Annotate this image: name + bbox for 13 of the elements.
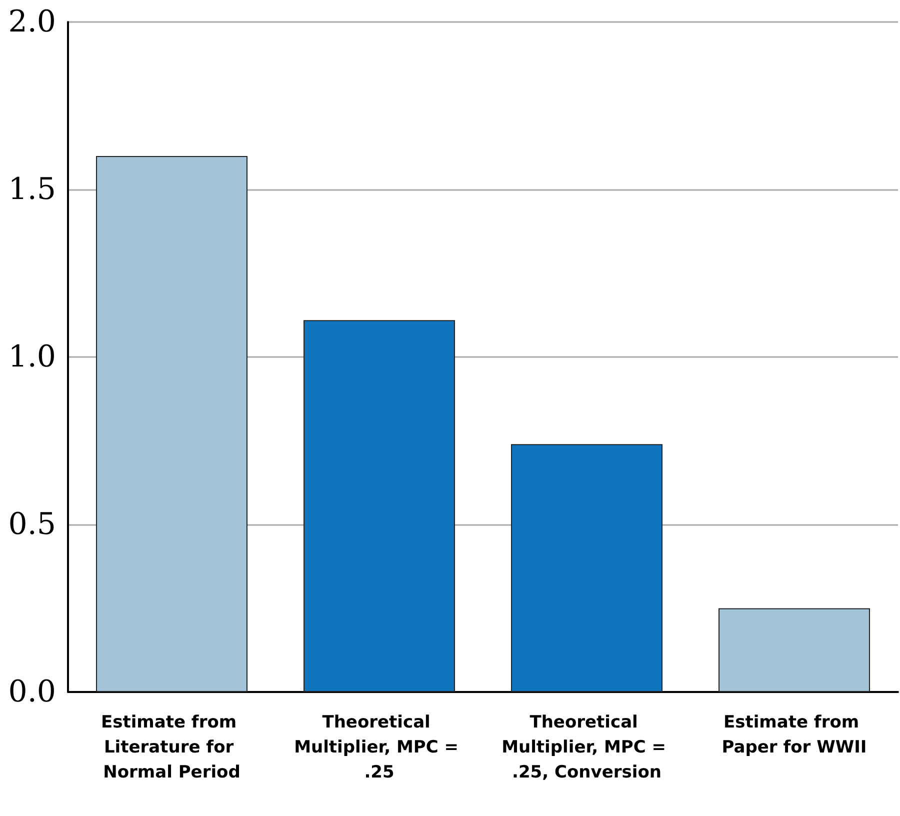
y-tick-label: 2.0 (8, 4, 56, 40)
x-tick-label: Theoretical Multiplier, MPC = .25 (294, 712, 464, 782)
bar (96, 156, 248, 692)
y-tick-label: 1.0 (8, 340, 56, 374)
x-tick-label: Theoretical Multiplier, MPC = .25, Conversion (502, 712, 672, 782)
y-tick-label: 0.0 (8, 674, 56, 710)
bar (511, 444, 662, 692)
x-tick-label: Estimate from Literature for Normal Period (100, 712, 243, 782)
y-tick-label: 1.5 (8, 172, 56, 207)
bar (718, 608, 870, 692)
y-tick-label: 0.5 (8, 507, 56, 542)
x-tick-label: Estimate from Paper for WWII (722, 712, 867, 758)
bar (304, 320, 455, 692)
